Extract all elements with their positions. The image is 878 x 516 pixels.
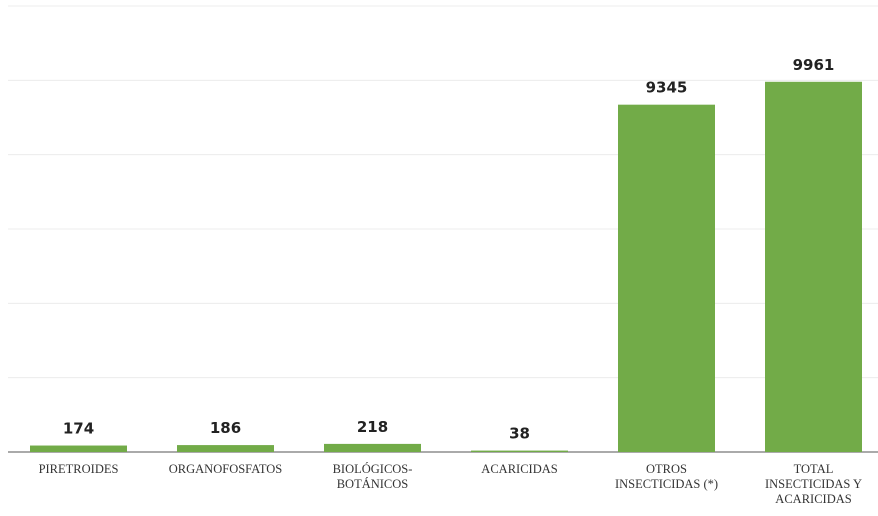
bar [324,443,421,452]
bar [765,81,862,452]
value-label: 186 [210,419,241,437]
value-label: 218 [357,418,388,436]
bar [471,450,568,452]
x-tick-label: ACARICIDAS [481,462,558,476]
value-label: 174 [63,420,94,438]
x-tick-label: OTROS INSECTICIDAS (*) [614,462,719,491]
x-tick-label: TOTAL INSECTICIDAS Y ACARICIDAS [764,462,863,506]
value-label: 9345 [646,79,688,97]
value-label: 9961 [793,56,835,74]
value-label: 38 [509,425,530,443]
bar [177,445,274,452]
bar [30,445,127,452]
x-tick-label: PIRETROIDES [38,462,119,476]
x-tick-label: ORGANOFOSFATOS [168,462,283,476]
bar [618,104,715,453]
x-tick-label: BIOLÓGICOS-BOTÁNICOS [332,462,413,491]
